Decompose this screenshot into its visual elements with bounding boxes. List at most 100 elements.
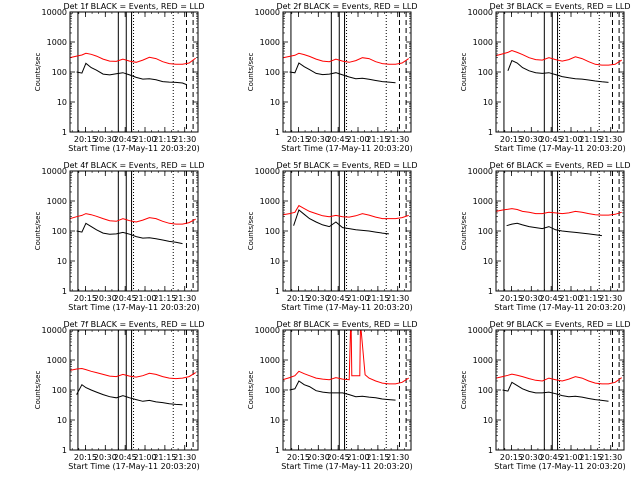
panel-9: Det 9f BLACK = Events, RED = LLD 1 10 100 10… xyxy=(460,320,631,471)
y-tick-label: 10000 xyxy=(42,326,67,335)
series-events-line xyxy=(507,59,609,83)
plot-frame xyxy=(69,329,199,451)
plot-area xyxy=(70,330,196,450)
x-tick-label: 21:30 xyxy=(599,453,622,462)
y-tick-label: 10000 xyxy=(255,326,280,335)
x-tick-label: 20:15 xyxy=(500,453,523,462)
series-events-line xyxy=(289,380,396,401)
x-tick-label: 21:30 xyxy=(386,294,409,303)
x-tick-label: 21:30 xyxy=(599,294,622,303)
y-tick-label: 1 xyxy=(488,128,493,137)
plot-frame xyxy=(69,170,199,292)
y-tick-label: 1000 xyxy=(473,38,493,47)
y-tick-label: 10 xyxy=(483,416,493,425)
x-axis-label: Start Time (17-May-11 20:03:20) xyxy=(68,303,199,312)
y-tick-label: 1000 xyxy=(473,356,493,365)
series-events-line xyxy=(293,209,389,235)
panel-title: Det 8f BLACK = Events, RED = LLD xyxy=(276,320,417,329)
y-tick-label: 100 xyxy=(265,227,280,236)
y-tick-label: 100 xyxy=(478,68,493,77)
x-tick-label: 20:30 xyxy=(94,294,117,303)
series-events-line xyxy=(76,222,183,245)
panel-7: Det 7f BLACK = Events, RED = LLD 1 10 100 10… xyxy=(34,320,205,471)
panel-8: Det 8f BLACK = Events, RED = LLD 1 10 100 10… xyxy=(247,320,418,471)
x-tick-label: 21:30 xyxy=(173,135,196,144)
x-tick-label: 20:30 xyxy=(94,135,117,144)
x-tick-label: 20:45 xyxy=(540,294,563,303)
x-tick-label: 20:15 xyxy=(287,135,310,144)
y-tick-label: 10000 xyxy=(468,326,493,335)
plot-area xyxy=(283,12,409,132)
x-axis-label: Start Time (17-May-11 20:03:20) xyxy=(281,303,412,312)
y-tick-label: 10 xyxy=(483,98,493,107)
y-tick-label: 1 xyxy=(62,446,67,455)
x-tick-label: 21:15 xyxy=(579,453,602,462)
y-tick-label: 100 xyxy=(52,68,67,77)
series-events-line xyxy=(289,62,396,84)
x-tick-label: 21:00 xyxy=(346,135,369,144)
y-tick-label: 10 xyxy=(270,257,280,266)
y-axis-label: Counts/sec xyxy=(460,212,468,251)
x-axis-label: Start Time (17-May-11 20:03:20) xyxy=(494,144,625,153)
series-lld-line xyxy=(70,213,196,225)
y-tick-label: 1 xyxy=(62,128,67,137)
x-tick-label: 21:00 xyxy=(559,453,582,462)
y-tick-label: 1000 xyxy=(473,197,493,206)
series-lld-line xyxy=(496,49,622,66)
y-tick-label: 10 xyxy=(483,257,493,266)
x-tick-label: 21:15 xyxy=(153,294,176,303)
plot-area xyxy=(283,171,409,291)
panel-title: Det 5f BLACK = Events, RED = LLD xyxy=(276,161,417,170)
x-tick-label: 21:00 xyxy=(346,294,369,303)
panel-title: Det 9f BLACK = Events, RED = LLD xyxy=(489,320,630,329)
panel-title: Det 7f BLACK = Events, RED = LLD xyxy=(63,320,204,329)
x-tick-label: 20:30 xyxy=(520,453,543,462)
y-tick-label: 1 xyxy=(275,128,280,137)
series-events-line xyxy=(506,222,602,237)
panel-title: Det 4f BLACK = Events, RED = LLD xyxy=(63,161,204,170)
panel-title: Det 6f BLACK = Events, RED = LLD xyxy=(489,161,630,170)
series-lld-line xyxy=(70,52,196,65)
y-axis-label: Counts/sec xyxy=(247,371,255,410)
y-tick-label: 1000 xyxy=(260,356,280,365)
x-tick-label: 20:45 xyxy=(540,453,563,462)
y-tick-label: 1 xyxy=(62,287,67,296)
y-tick-label: 1000 xyxy=(260,197,280,206)
x-tick-label: 20:15 xyxy=(500,135,523,144)
y-axis-label: Counts/sec xyxy=(34,371,42,410)
x-tick-label: 21:00 xyxy=(133,135,156,144)
x-tick-label: 20:30 xyxy=(520,135,543,144)
plot-area xyxy=(283,330,409,450)
plot-frame xyxy=(495,329,625,451)
y-axis-label: Counts/sec xyxy=(34,53,42,92)
y-tick-label: 10 xyxy=(57,416,67,425)
x-tick-label: 21:15 xyxy=(366,453,389,462)
y-tick-label: 10000 xyxy=(42,167,67,176)
y-tick-label: 1 xyxy=(488,287,493,296)
x-tick-label: 21:30 xyxy=(173,294,196,303)
panel-title: Det 2f BLACK = Events, RED = LLD xyxy=(276,2,417,11)
plot-frame xyxy=(495,170,625,292)
panel-title: Det 3f BLACK = Events, RED = LLD xyxy=(489,2,630,11)
y-tick-label: 100 xyxy=(52,386,67,395)
panel-2: Det 2f BLACK = Events, RED = LLD 1 10 100 10… xyxy=(247,2,418,153)
x-tick-label: 21:30 xyxy=(599,135,622,144)
y-tick-label: 1000 xyxy=(47,356,67,365)
x-tick-label: 21:15 xyxy=(366,135,389,144)
y-tick-label: 10 xyxy=(57,257,67,266)
x-tick-label: 20:45 xyxy=(540,135,563,144)
y-tick-label: 10000 xyxy=(255,8,280,17)
y-tick-label: 100 xyxy=(478,386,493,395)
panel-1: Det 1f BLACK = Events, RED = LLD 1 10 100 10… xyxy=(34,2,205,153)
x-tick-label: 20:30 xyxy=(307,453,330,462)
x-tick-label: 21:00 xyxy=(133,453,156,462)
x-axis-label: Start Time (17-May-11 20:03:20) xyxy=(281,462,412,471)
y-tick-label: 10000 xyxy=(255,167,280,176)
series-events-line xyxy=(502,381,609,402)
x-tick-label: 21:00 xyxy=(346,453,369,462)
x-axis-label: Start Time (17-May-11 20:03:20) xyxy=(494,303,625,312)
x-tick-label: 21:30 xyxy=(386,453,409,462)
y-tick-label: 1000 xyxy=(260,38,280,47)
x-axis-label: Start Time (17-May-11 20:03:20) xyxy=(494,462,625,471)
